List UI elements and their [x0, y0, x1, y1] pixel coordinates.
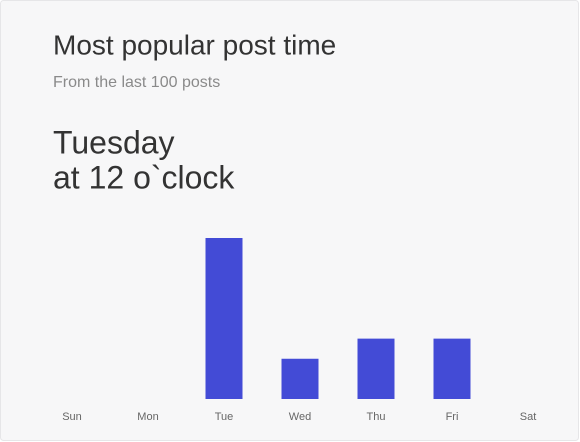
bar — [205, 238, 243, 399]
x-tick-label: Tue — [215, 411, 234, 423]
bar — [433, 338, 471, 399]
x-tick-label: Mon — [137, 411, 158, 423]
card-subtitle: From the last 100 posts — [53, 74, 220, 91]
x-tick-label: Fri — [446, 411, 459, 423]
x-tick-label: Sun — [62, 411, 82, 423]
card-title: Most popular post time — [53, 29, 336, 60]
x-tick-label: Thu — [367, 411, 386, 423]
x-tick-label: Sat — [520, 411, 537, 423]
bar — [357, 338, 395, 399]
headline-time: at 12 o`clock — [53, 159, 235, 195]
bar — [281, 358, 319, 399]
x-tick-label: Wed — [289, 411, 311, 423]
headline-day: Tuesday — [53, 124, 175, 160]
